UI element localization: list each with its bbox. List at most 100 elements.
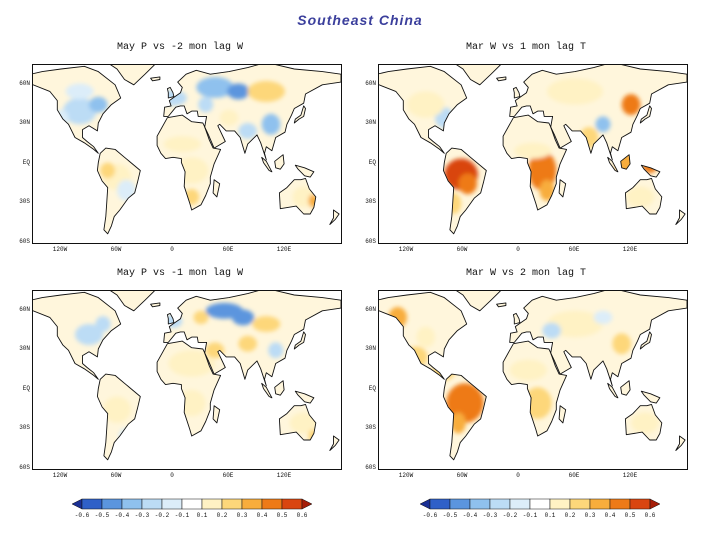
latitude-label: 60S [19, 464, 30, 471]
colorbar-swatch [241, 498, 263, 510]
coastline-southAmerica [442, 373, 487, 461]
anomaly-patch [509, 359, 547, 381]
colorbar-swatch [261, 498, 283, 510]
latitude-label: 60S [365, 464, 376, 471]
latitude-label: EQ [368, 158, 376, 166]
coastline-iceland [150, 76, 161, 82]
anomaly-patch [75, 324, 103, 345]
latitude-label: EQ [368, 384, 376, 392]
anomaly-patch [196, 76, 234, 98]
colorbar-swatch [609, 498, 631, 510]
longitude-label: 60W [110, 472, 122, 479]
anomaly-patch [579, 127, 599, 148]
colorbar-tick-label: 0.1 [196, 512, 208, 519]
anomaly-patch [308, 429, 318, 443]
coastline-madagascar [558, 179, 567, 198]
coastlines [379, 65, 687, 235]
colorbar-tick-label: 0.1 [544, 512, 556, 519]
coastline-madagascar [558, 405, 567, 424]
longitude-label: 60E [222, 246, 234, 253]
coastline-japan [639, 331, 652, 350]
colorbar-tick-label: 0.5 [276, 512, 288, 519]
anomaly-patch [446, 192, 462, 214]
longitude-label: 60W [110, 246, 122, 253]
coastline-newZealand [329, 209, 340, 225]
coastline-newZealand [675, 435, 686, 451]
anomaly-patch [65, 83, 94, 100]
panel-title: May P vs -2 mon lag W [116, 42, 244, 53]
coastline-iceland [496, 76, 507, 82]
colorbar-swatch [449, 498, 471, 510]
anomaly-patch [118, 428, 134, 444]
anomaly-patch [53, 109, 69, 126]
latitude-label: 60S [19, 238, 30, 245]
map-area [32, 64, 342, 244]
world-map-svg [33, 65, 341, 235]
coastline-africa [156, 114, 222, 211]
coastlines [33, 291, 341, 461]
latitude-label: 60N [365, 79, 376, 87]
anomaly-patch [252, 316, 281, 332]
coastlines [33, 65, 341, 235]
longitude-label: 0 [170, 246, 174, 253]
colorbar-tick-label: 0.4 [256, 512, 268, 519]
anomaly-patch [623, 362, 639, 378]
coastline-borneo [620, 154, 631, 170]
coastline-northAmerica [379, 65, 468, 154]
coastline-newZealand [675, 209, 686, 225]
latitude-label: 30S [19, 424, 30, 432]
longitude-label: 60E [222, 472, 234, 479]
anomaly-patch [407, 91, 445, 118]
colorbar-tick-label: 0.2 [216, 512, 228, 519]
longitude-label: 120W [398, 472, 414, 479]
anomaly-patch [117, 179, 136, 201]
coastline-sumatra [261, 382, 273, 399]
anomaly-field [379, 65, 687, 234]
page-title: Southeast China [297, 12, 423, 28]
longitude-label: 60E [568, 472, 580, 479]
colorbar-swatch [121, 498, 143, 510]
anomaly-patch [523, 387, 552, 419]
coastline-newGuinea [294, 390, 315, 404]
colorbar-swatch [549, 498, 571, 510]
latitude-label: 30S [365, 198, 376, 206]
coastline-africa [502, 340, 568, 437]
longitude-label: 120W [52, 246, 68, 253]
colorbar-swatch [469, 498, 491, 510]
coastline-japan [293, 331, 306, 350]
colorbar-swatch [201, 498, 223, 510]
anomaly-patch [621, 94, 641, 116]
coastline-sumatra [607, 382, 619, 399]
coastline-southAmerica [96, 373, 141, 461]
anomaly-patch [198, 96, 214, 113]
latitude-label: 30S [365, 424, 376, 432]
colorbar-swatch [529, 498, 551, 510]
world-map-svg [33, 291, 341, 461]
map-panel-p3: May P vs -1 mon lag W 60N 30N EQ 30S 60S 120W 6… [10, 268, 350, 488]
colorbar-swatch [489, 498, 511, 510]
anomaly-patch [514, 142, 552, 159]
colorbar-swatch [101, 498, 123, 510]
colorbar-tick-label: -0.6 [74, 512, 90, 519]
colorbar-tick-label: 0.6 [644, 512, 656, 519]
map-area [378, 64, 688, 244]
colorbar-tick-label: 0.3 [236, 512, 248, 519]
coastline-newGuinea [294, 164, 315, 178]
coastline-borneo [274, 154, 285, 170]
anomaly-patch [95, 316, 111, 332]
colorbar-tick-label: -0.2 [154, 512, 170, 519]
colorbar-cb-left: -0.6 -0.5 -0.4 -0.3 -0.2 -0.1 0.1 0.2 0.3 0.4 0.5 0… [72, 498, 332, 528]
coastline-eurasia [163, 65, 341, 161]
anomaly-patch [261, 113, 281, 135]
longitude-label: 60W [456, 246, 468, 253]
coastline-britain [166, 312, 175, 325]
anomaly-patch [174, 157, 209, 184]
colorbar-swatch [420, 498, 431, 510]
coastline-britain [512, 312, 521, 325]
colorbar-tick-label: -0.3 [134, 512, 150, 519]
latitude-label: 60N [19, 79, 30, 87]
map-panel-p1: May P vs -2 mon lag W 60N 30N EQ 30S 60S 120W 6… [10, 42, 350, 262]
coastline-iceland [150, 302, 161, 308]
anomaly-patch [547, 78, 603, 105]
colorbar-tick-label: 0.4 [604, 512, 616, 519]
